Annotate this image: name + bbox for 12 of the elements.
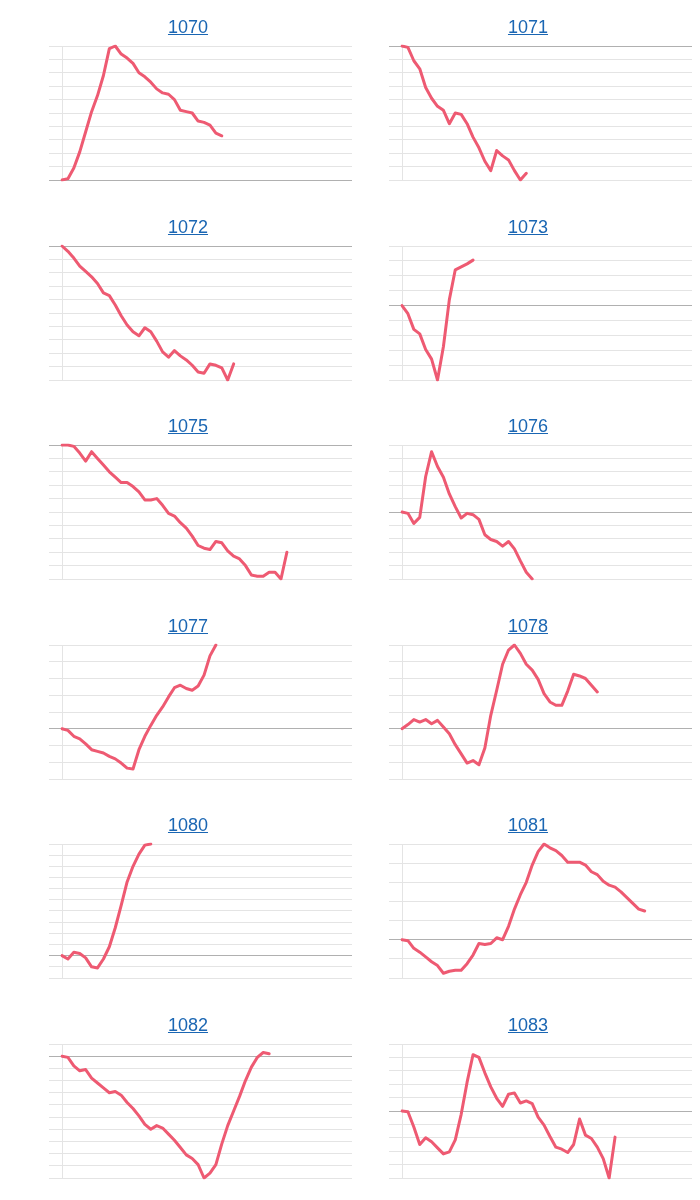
chart-title: 1078 [506,614,549,638]
chart-title: 1083 [506,1014,549,1037]
chart-title: 1080 [166,814,209,838]
chart-title: 1081 [506,814,549,838]
chart-title: 1077 [166,614,209,638]
chart-title: 1073 [506,215,549,239]
chart-title: 1072 [166,215,209,239]
chart-title: 1070 [166,16,209,39]
chart-title: 1076 [506,415,549,439]
chart-title: 1071 [506,16,549,39]
chart-title: 1082 [166,1014,209,1037]
chart-title: 1075 [166,415,209,439]
